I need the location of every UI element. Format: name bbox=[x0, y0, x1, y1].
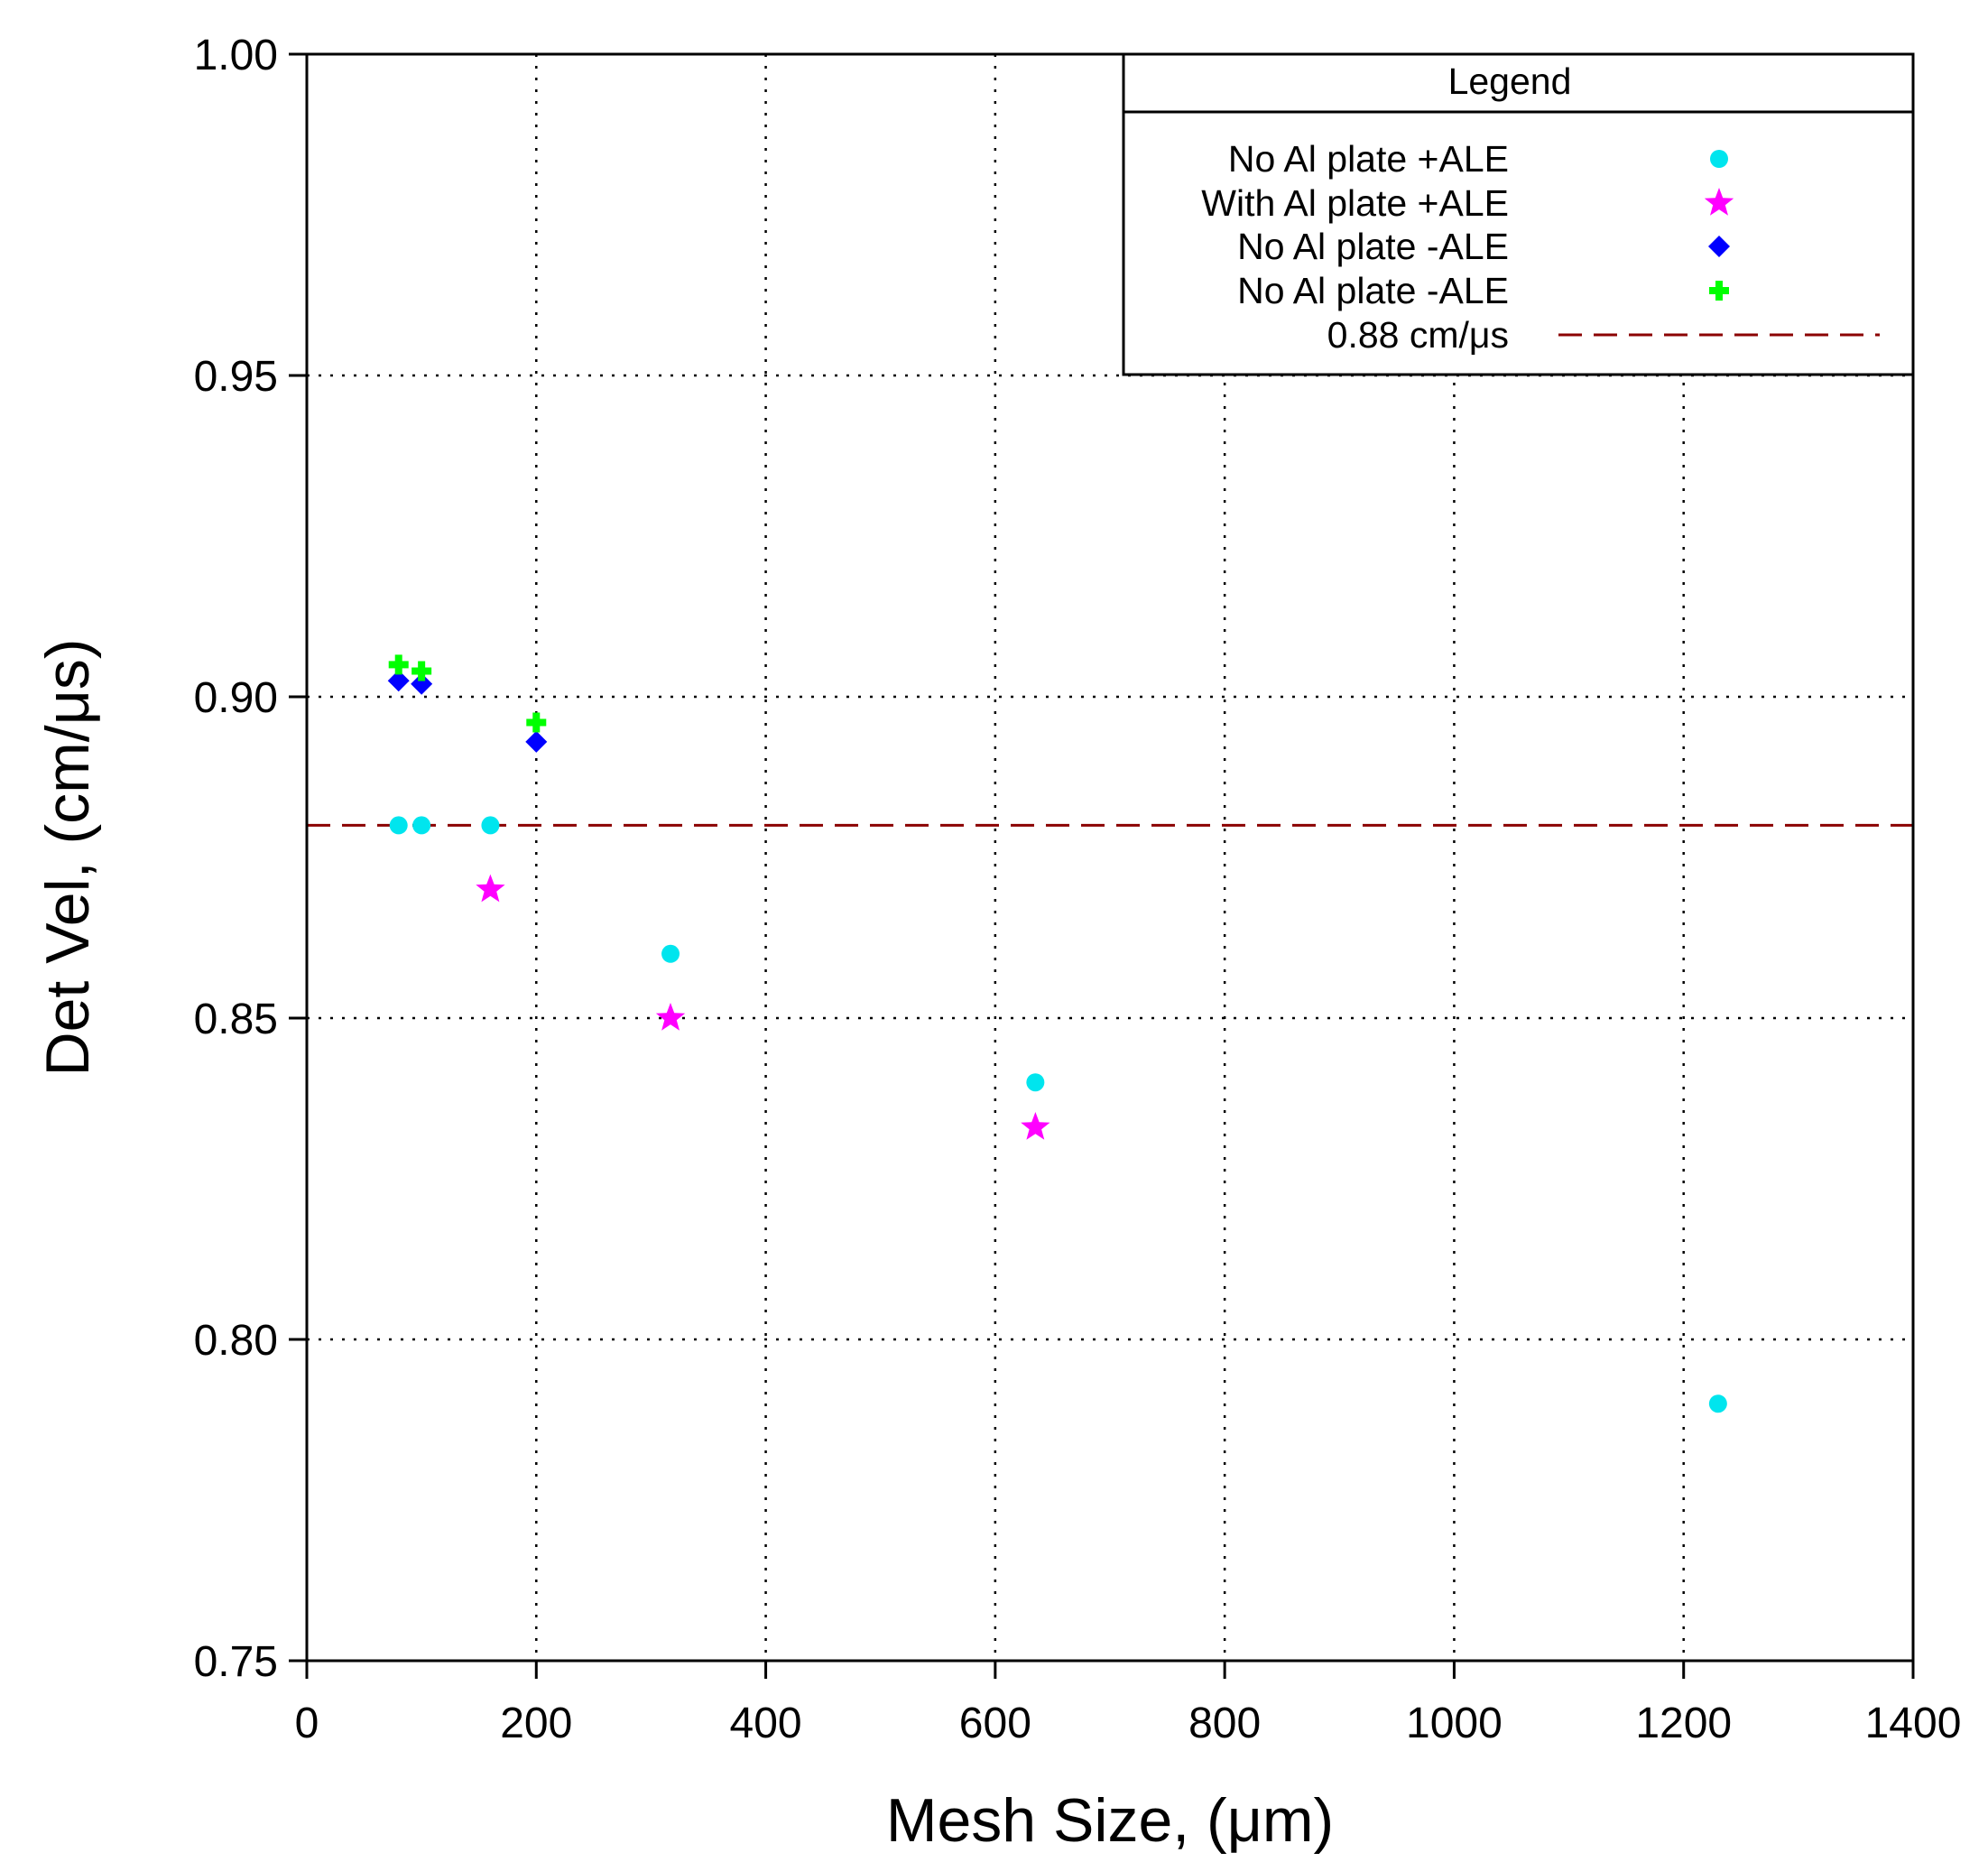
data-points bbox=[387, 654, 1727, 1413]
data-point-series-1 bbox=[389, 816, 408, 835]
x-tick-label: 400 bbox=[730, 1700, 802, 1747]
data-point-series-3 bbox=[525, 730, 548, 753]
data-point-series-1 bbox=[412, 816, 431, 835]
legend-marker-series-1 bbox=[1710, 150, 1728, 168]
x-tick-label: 1200 bbox=[1635, 1700, 1732, 1747]
legend-box bbox=[1122, 52, 1915, 376]
axis-ticks: 0 200 400 600 800 1000 1200 1400 0.75 0.80 0.85 0.9… bbox=[194, 32, 1962, 1747]
legend-label-reference-line: 0.88 cm/μs bbox=[1327, 314, 1509, 356]
plus-bar-vertical bbox=[394, 654, 402, 675]
y-tick-label: 1.00 bbox=[194, 32, 278, 79]
data-point-series-4 bbox=[411, 661, 432, 681]
x-axis-label: Mesh Size, (μm) bbox=[886, 1786, 1334, 1855]
data-point-series-1 bbox=[481, 816, 500, 835]
legend-label-series-3: No Al plate -ALE bbox=[1237, 226, 1509, 267]
data-point-series-4 bbox=[388, 654, 409, 675]
data-point-series-3 bbox=[411, 672, 433, 695]
data-point-series-2 bbox=[476, 874, 505, 903]
legend-marker-series-4 bbox=[1709, 281, 1729, 301]
legend-label-series-1: No Al plate +ALE bbox=[1228, 138, 1509, 180]
y-tick-label: 0.95 bbox=[194, 353, 278, 401]
x-tick-label: 800 bbox=[1188, 1700, 1261, 1747]
y-axis-label: Det Vel, (cm/μs) bbox=[33, 638, 102, 1076]
data-point-series-1 bbox=[1708, 1394, 1727, 1413]
x-tick-label: 1000 bbox=[1406, 1700, 1503, 1747]
y-tick-label: 0.80 bbox=[194, 1317, 278, 1365]
x-tick-label: 0 bbox=[295, 1700, 319, 1747]
y-tick-label: 0.75 bbox=[194, 1638, 278, 1686]
data-point-series-3 bbox=[387, 670, 410, 692]
data-point-series-2 bbox=[655, 1003, 686, 1031]
data-point-series-2 bbox=[1021, 1112, 1050, 1140]
plus-bar-vertical bbox=[532, 712, 541, 733]
legend-title: Legend bbox=[1448, 60, 1572, 102]
data-point-series-4 bbox=[526, 712, 547, 733]
plus-bar-vertical bbox=[1715, 281, 1723, 301]
data-point-series-1 bbox=[661, 944, 680, 963]
x-tick-label: 600 bbox=[959, 1700, 1031, 1747]
legend-label-series-2: With Al plate +ALE bbox=[1201, 182, 1509, 224]
legend-marker-series-2 bbox=[1704, 188, 1734, 216]
plus-bar-vertical bbox=[418, 661, 426, 681]
x-tick-label: 200 bbox=[500, 1700, 572, 1747]
y-tick-label: 0.85 bbox=[194, 996, 278, 1043]
legend-label-series-4: No Al plate -ALE bbox=[1237, 270, 1509, 311]
legend-marker-series-3 bbox=[1708, 236, 1730, 257]
plot-frame bbox=[305, 52, 1915, 1663]
y-tick-label: 0.90 bbox=[194, 674, 278, 722]
data-point-series-1 bbox=[1026, 1073, 1045, 1092]
x-tick-label: 1400 bbox=[1865, 1700, 1962, 1747]
